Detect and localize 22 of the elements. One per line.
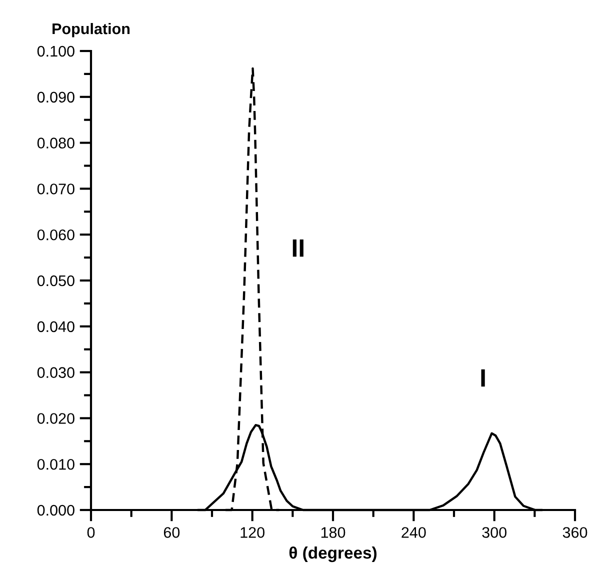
y-tick-label: 0.090	[37, 92, 74, 103]
annotation: II	[292, 239, 304, 257]
y-tick-label: 0.060	[37, 229, 74, 240]
x-tick-label: 300	[482, 527, 506, 538]
x-tick-label: 240	[402, 527, 426, 538]
annotation: I	[481, 369, 485, 387]
y-tick-label: 0.040	[37, 321, 74, 332]
y-tick-label: 0.010	[37, 458, 74, 470]
y-tick-label: 0.000	[37, 504, 74, 516]
y-axis-title: Population	[52, 22, 130, 38]
y-tick-label: 0.100	[37, 46, 74, 57]
x-tick-label: 60	[164, 527, 180, 538]
y-tick-label: 0.070	[37, 184, 74, 194]
y-tick-label: 0.030	[37, 367, 74, 378]
x-tick-label: 180	[321, 527, 346, 538]
x-axis-title: θ (degrees)	[289, 546, 377, 562]
y-tick-label: 0.050	[37, 275, 74, 286]
y-tick-label: 0.020	[37, 413, 74, 424]
x-tick-label: 120	[240, 527, 264, 538]
y-tick-label: 0.080	[37, 138, 74, 148]
x-tick-label: 0	[87, 527, 95, 538]
x-tick-label: 360	[562, 527, 588, 538]
